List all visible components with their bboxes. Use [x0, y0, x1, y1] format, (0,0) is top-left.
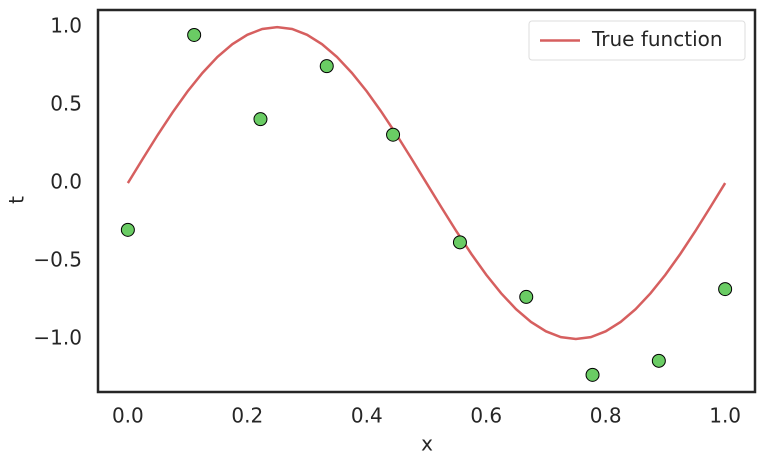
- x-tick-label: 0.2: [231, 404, 263, 428]
- y-tick-label: −1.0: [33, 325, 82, 349]
- point: [253, 112, 268, 127]
- x-tick-label: 0.0: [112, 404, 144, 428]
- y-axis-label: t: [5, 196, 29, 204]
- point: [651, 353, 666, 368]
- legend-box: [528, 20, 746, 61]
- plot-frame: [96, 8, 757, 394]
- y-tick-label: 1.0: [50, 14, 82, 38]
- point: [319, 59, 334, 74]
- point: [120, 222, 135, 237]
- x-tick-label: 1.0: [709, 404, 741, 428]
- legend-label: True function: [591, 27, 723, 51]
- x-tick-label: 0.8: [590, 404, 622, 428]
- point: [585, 367, 600, 382]
- x-axis-label: x: [421, 432, 433, 456]
- line: [126, 25, 727, 341]
- x-tick-label: 0.6: [470, 404, 502, 428]
- point: [187, 27, 202, 42]
- point: [718, 282, 733, 297]
- point: [452, 235, 467, 250]
- y-tick-label: 0.0: [50, 170, 82, 194]
- point: [519, 289, 534, 304]
- y-tick-label: 0.5: [50, 92, 82, 116]
- point: [386, 127, 401, 142]
- x-tick-label: 0.4: [351, 404, 383, 428]
- y-tick-label: −0.5: [33, 248, 82, 272]
